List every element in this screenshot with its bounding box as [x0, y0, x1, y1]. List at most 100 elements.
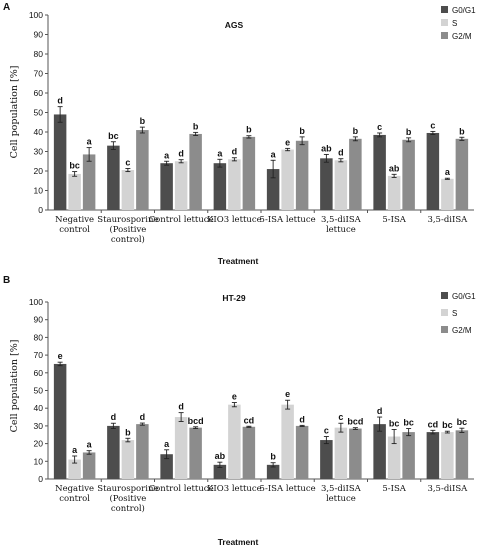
- error-bar: [299, 136, 305, 146]
- panel-b: B HT-29 Cell population [%] Treatment G0…: [3, 275, 476, 547]
- significance-letter: c: [125, 157, 130, 167]
- panel-letter: A: [3, 2, 10, 13]
- significance-letter: bc: [108, 131, 119, 141]
- x-tick-label: 3,5-diISA: [427, 484, 468, 494]
- error-bar: [86, 450, 92, 455]
- x-tick-label: Staurosporine: [97, 484, 158, 494]
- significance-letter: ab: [321, 143, 332, 153]
- legend-swatch-s: [441, 309, 448, 316]
- chart-title: AGS: [225, 20, 244, 30]
- bar: [295, 425, 309, 479]
- error-bar: [125, 168, 131, 173]
- x-axis-label: Treatment: [218, 256, 259, 266]
- bar: [373, 424, 386, 479]
- y-tick-label: 10: [34, 186, 44, 196]
- error-bar: [338, 158, 344, 163]
- y-tick-label: 70: [34, 69, 44, 79]
- error-bar: [338, 422, 344, 433]
- error-bar: [217, 461, 223, 468]
- bar: [320, 440, 333, 479]
- significance-letter: a: [271, 149, 277, 159]
- bar: [68, 173, 81, 210]
- significance-letter: bc: [389, 418, 400, 428]
- error-bar: [285, 147, 291, 152]
- plot-area: 0102030405060708090100Negativecontroldbc…: [29, 10, 474, 245]
- significance-letter: d: [57, 96, 63, 106]
- y-tick-label: 0: [38, 474, 43, 484]
- bar: [136, 130, 149, 210]
- bar: [228, 404, 241, 479]
- significance-letter: c: [338, 412, 343, 422]
- y-tick-label: 20: [34, 166, 44, 176]
- y-axis-label: Cell population [%]: [9, 66, 20, 159]
- significance-letter: b: [246, 125, 252, 135]
- significance-letter: e: [285, 389, 290, 399]
- legend-label-g2m: G2/M: [452, 32, 472, 41]
- bar: [349, 428, 362, 479]
- error-bar: [125, 437, 131, 443]
- x-tick-label: control): [111, 234, 145, 245]
- error-bar: [72, 171, 78, 177]
- bar: [334, 427, 348, 479]
- significance-letter: c: [324, 426, 329, 436]
- significance-letter: b: [125, 427, 131, 437]
- legend-swatch-g0g1: [441, 6, 448, 13]
- bar: [266, 464, 280, 479]
- significance-letter: e: [285, 137, 290, 147]
- error-bar: [193, 131, 199, 136]
- bar: [107, 425, 120, 479]
- error-bar: [377, 416, 383, 432]
- y-tick-label: 30: [34, 147, 44, 157]
- y-tick-label: 90: [34, 315, 44, 325]
- bar: [402, 432, 415, 479]
- bar: [455, 138, 469, 210]
- error-bar: [246, 135, 252, 139]
- x-tick-label: 5-ISA lettuce: [260, 484, 316, 494]
- error-bar: [178, 159, 184, 164]
- panel-letter: B: [3, 275, 10, 286]
- significance-letter: b: [193, 121, 199, 131]
- bar: [349, 138, 362, 210]
- error-bar: [270, 462, 276, 468]
- y-tick-label: 70: [34, 350, 44, 360]
- error-bar: [217, 158, 223, 168]
- significance-letter: a: [164, 439, 170, 449]
- significance-letter: a: [72, 445, 78, 455]
- legend: G0/G1 S G2/M: [441, 6, 476, 41]
- x-tick-label: 3,5-diISA: [321, 215, 362, 225]
- error-bar: [110, 141, 116, 151]
- bar: [107, 145, 120, 210]
- error-bar: [86, 147, 92, 162]
- bar: [320, 158, 333, 210]
- bar: [160, 163, 173, 210]
- panel-a: A AGS Cell population [%] Treatment G0/G…: [3, 2, 476, 266]
- x-tick-label: Staurosporine: [97, 215, 158, 225]
- significance-letter: d: [178, 149, 184, 159]
- bar: [242, 426, 256, 479]
- significance-letter: e: [58, 351, 63, 361]
- significance-letter: cd: [428, 419, 439, 429]
- error-bar: [285, 399, 291, 410]
- x-tick-label: Negative: [55, 215, 94, 225]
- significance-letter: bc: [442, 420, 453, 430]
- bar: [82, 452, 96, 479]
- y-tick-label: 60: [34, 88, 44, 98]
- bar: [174, 417, 188, 479]
- significance-letter: d: [377, 406, 383, 416]
- bar: [160, 454, 173, 479]
- plot-area: 0102030405060708090100Negativecontroleaa…: [29, 297, 474, 514]
- x-tick-label: KIO3 lettuce: [207, 215, 262, 225]
- x-tick-label: Control lettuce: [149, 484, 214, 494]
- error-bar: [193, 426, 199, 430]
- error-bar: [164, 160, 170, 166]
- error-bar: [406, 137, 412, 143]
- significance-letter: d: [111, 412, 117, 422]
- y-tick-label: 40: [34, 127, 44, 137]
- legend-label-s: S: [452, 19, 457, 28]
- x-tick-label: 3,5-diISA: [427, 215, 468, 225]
- significance-letter: a: [217, 148, 223, 158]
- bar: [295, 140, 309, 210]
- y-tick-label: 80: [34, 332, 44, 342]
- y-tick-label: 40: [34, 403, 44, 413]
